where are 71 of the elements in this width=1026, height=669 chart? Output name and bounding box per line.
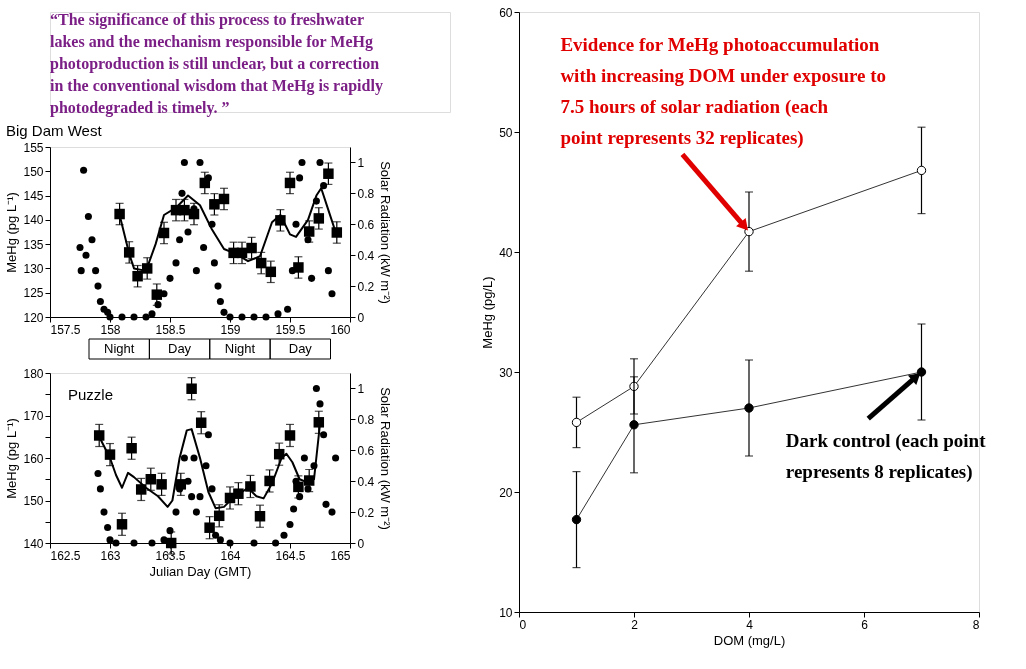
y2-tick-label: 0.6 [357, 217, 375, 232]
text: Day [288, 341, 313, 356]
y2-tick-label: 1 [357, 155, 365, 170]
y-tick-label: 150 [23, 494, 44, 508]
text: Night [104, 341, 135, 356]
x-tick-label: 0 [519, 617, 527, 632]
y2-axis-title: Solar Radiation (kW m⁻²) [378, 161, 394, 304]
point [571, 417, 582, 428]
y-tick-label: 150 [23, 164, 44, 179]
x-tick-label: 160 [330, 322, 351, 337]
y-tick-label: 155 [23, 140, 44, 155]
x-tick-label: 158 [100, 322, 121, 337]
y2-tick-label: 0.4 [357, 474, 375, 489]
y-tick-label: 160 [23, 451, 44, 466]
x-axis-title: DOM (mg/L) [713, 632, 786, 648]
x-tick-label: 8 [972, 617, 980, 632]
y-tick-label: 130 [23, 261, 44, 276]
x-tick-label: 163 [100, 548, 121, 563]
x-tick-label: 159 [220, 322, 241, 337]
chart-title: Big Dam West [5, 122, 103, 139]
point [744, 403, 754, 413]
y2-tick-label: 0.2 [357, 505, 375, 520]
y2-tick-label: 0.4 [357, 248, 375, 263]
y-tick-label: 145 [23, 189, 44, 204]
x-tick-label: 165 [330, 548, 351, 563]
point [744, 226, 754, 237]
x-tick-label: 2 [631, 617, 639, 632]
text: Night [224, 341, 256, 356]
y2-tick-label: 0.2 [357, 279, 375, 294]
x-tick-label: 6 [861, 617, 869, 632]
text: Day [168, 341, 192, 356]
y-tick-label: 60 [499, 5, 513, 20]
y2-tick-label: 0 [357, 536, 365, 551]
y2-tick-label: 1 [357, 381, 365, 396]
annotation: Dark control (each point represents 8 replicates) [785, 430, 987, 483]
y2-tick-label: 0.6 [357, 443, 375, 458]
point [916, 165, 927, 176]
y2-axis-title: Solar Radiation (kW m⁻²) [378, 387, 394, 530]
x-tick-label: 163.5 [155, 548, 186, 563]
y-tick-label: 30 [499, 365, 513, 380]
y-tick-label: 135 [23, 237, 44, 252]
y-tick-label: 20 [499, 485, 513, 500]
y-axis-title: MeHg (pg L⁻¹) [4, 192, 20, 273]
text: Puzzle [67, 386, 114, 403]
x-tick-label: 162.5 [50, 548, 81, 563]
y-axis-title: MeHg (pg/L) [480, 276, 496, 349]
x-axis-title: Julian Day (GMT) [149, 563, 252, 579]
point [916, 367, 927, 377]
y2-tick-label: 0.8 [357, 412, 375, 427]
x-tick-label: 164.5 [275, 548, 306, 563]
y-tick-label: 10 [499, 605, 513, 620]
x-tick-label: 157.5 [50, 322, 81, 337]
point [571, 514, 582, 525]
y2-tick-label: 0 [357, 310, 365, 325]
y-tick-label: 120 [23, 310, 44, 325]
y-tick-label: 40 [499, 245, 513, 260]
annotation: Evidence for MeHg photoaccumulation with increasing DOM under exposure to 7.5 hours of solar radiation (each point represents 32 replicates) [560, 34, 887, 149]
y-tick-label: 180 [23, 366, 44, 381]
y2-tick-label: 0.8 [357, 186, 375, 201]
x-tick-label: 158.5 [155, 322, 186, 337]
x-tick-label: 159.5 [275, 322, 306, 337]
x-tick-label: 164 [220, 548, 241, 563]
y-tick-label: 140 [23, 213, 44, 228]
y-tick-label: 140 [23, 536, 44, 551]
y-tick-label: 50 [499, 125, 513, 140]
x-tick-label: 4 [746, 617, 754, 632]
y-tick-label: 125 [23, 286, 44, 301]
y-tick-label: 170 [23, 409, 44, 423]
y-axis-title: MeHg (pg L⁻¹) [4, 418, 20, 499]
text: “The significance of this process to freshwater lakes and the mechanism responsible for MeHg photoproduction is still unclear, but a correction in the conventional wisdom that MeHg is rapidly photodegraded is timely. ” [50, 11, 383, 117]
point [629, 420, 639, 430]
